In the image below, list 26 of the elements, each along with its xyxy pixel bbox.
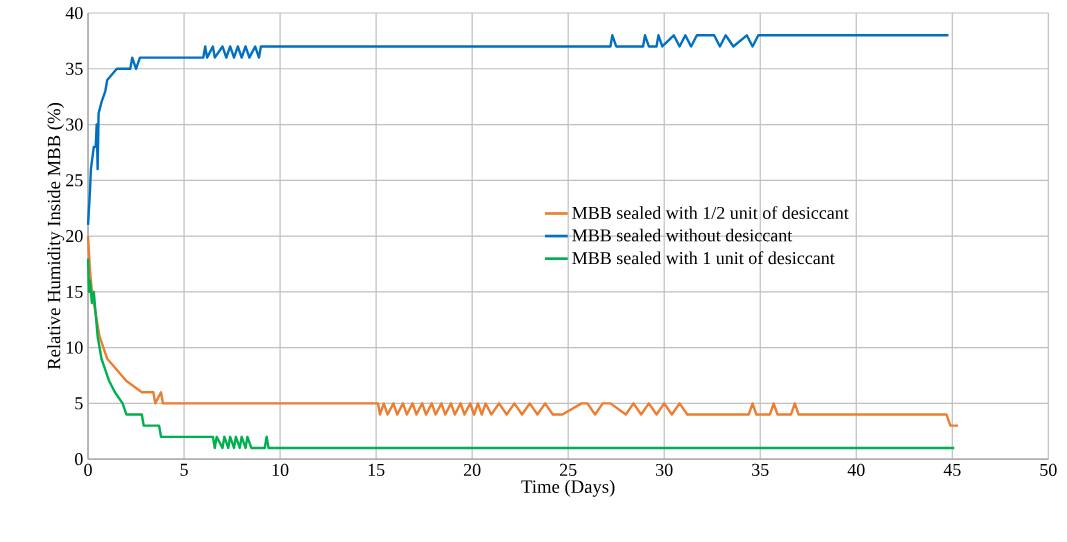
legend-label: MBB sealed with 1/2 unit of desiccant	[572, 206, 849, 219]
y-tick-label: 20	[66, 229, 83, 243]
y-tick-label: 5	[75, 397, 83, 410]
x-tick-label: 15	[368, 463, 385, 476]
y-tick-label: 35	[66, 62, 83, 75]
y-tick-label: 15	[66, 285, 83, 298]
y-tick-label: 25	[66, 174, 83, 187]
x-tick-label: 0	[84, 463, 92, 476]
x-tick-label: 10	[272, 463, 289, 476]
legend-label: MBB sealed with 1 unit of desiccant	[572, 251, 835, 265]
line-series	[86, 34, 950, 227]
x-axis-title: Time (Days)	[521, 479, 615, 497]
y-tick-label: 30	[66, 118, 83, 131]
x-tick-label: 50	[1040, 463, 1057, 476]
x-tick-label: 20	[463, 463, 481, 476]
x-tick-label: 35	[752, 463, 769, 476]
y-axis-title: Relative Humidity Inside MBB (%)	[47, 102, 65, 370]
y-tick-label: 0	[75, 452, 83, 466]
x-tick-label: 25	[559, 463, 577, 476]
x-tick-label: 45	[943, 463, 961, 476]
x-tick-label: 30	[656, 463, 673, 476]
x-tick-label: 40	[847, 463, 865, 476]
y-tick-label: 40	[65, 6, 83, 19]
legend-label: MBB sealed without desiccant	[572, 228, 793, 242]
x-tick-label: 5	[180, 463, 188, 476]
y-tick-label: 10	[66, 341, 83, 354]
